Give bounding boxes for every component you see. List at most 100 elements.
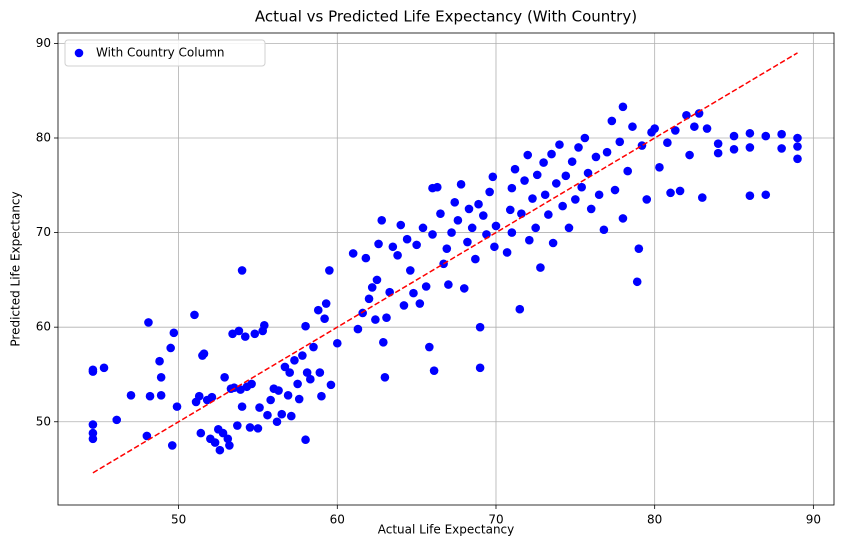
scatter-point <box>528 194 537 203</box>
scatter-point <box>490 242 499 252</box>
scatter-point <box>510 164 520 174</box>
scatter-point <box>474 199 483 209</box>
scatter-point <box>655 163 664 172</box>
scatter-point <box>618 214 628 223</box>
scatter-point <box>306 374 315 384</box>
scatter-point <box>637 141 647 150</box>
scatter-point <box>713 139 723 148</box>
scatter-point <box>591 152 601 162</box>
scatter-point <box>223 434 233 444</box>
y-tick-label: 60 <box>36 320 51 334</box>
scatter-point <box>377 215 387 225</box>
legend-marker <box>74 48 84 58</box>
scatter-point <box>615 137 625 147</box>
scatter-point <box>642 195 652 204</box>
scatter-point <box>272 417 282 427</box>
scatter-point <box>326 380 336 390</box>
scatter-point <box>382 313 391 323</box>
scatter-point <box>525 235 534 245</box>
scatter-point <box>302 368 312 377</box>
scatter-point <box>555 140 564 149</box>
scatter-point <box>456 180 466 189</box>
scatter-point <box>393 250 402 260</box>
scatter-point <box>169 328 179 338</box>
scatter-point <box>247 379 256 389</box>
scatter-point <box>425 342 434 352</box>
scatter-point <box>610 185 620 195</box>
scatter-point <box>450 198 460 207</box>
scatter-point <box>418 223 428 233</box>
scatter-point <box>507 183 517 193</box>
scatter-point <box>682 110 691 120</box>
scatter-point <box>567 157 577 166</box>
scatter-point <box>761 131 771 141</box>
scatter-point <box>298 351 307 360</box>
scatter-point <box>286 411 296 421</box>
scatter-point <box>558 201 567 211</box>
scatter-point <box>421 282 431 291</box>
scatter-point <box>547 149 556 159</box>
scatter-point <box>539 158 548 167</box>
scatter-point <box>532 170 542 180</box>
x-tick-label: 60 <box>330 513 345 527</box>
scatter-point <box>361 253 371 263</box>
scatter-point <box>671 126 680 135</box>
scatter-point <box>207 392 217 402</box>
scatter-point <box>380 373 390 382</box>
scatter-point <box>471 254 480 264</box>
scatter-point <box>237 402 247 411</box>
scatter-point <box>444 280 453 289</box>
scatter-point <box>145 391 155 401</box>
scatter-point <box>713 148 723 158</box>
scatter-point <box>793 133 802 143</box>
scatter-point <box>156 373 166 382</box>
scatter-point <box>293 379 302 389</box>
scatter-point <box>628 122 637 131</box>
scatter-point <box>309 342 318 352</box>
scatter-point <box>371 315 380 324</box>
scatter-point <box>520 176 529 185</box>
scatter-point <box>729 145 739 154</box>
scatter-point <box>729 131 739 141</box>
scatter-point <box>564 223 574 233</box>
scatter-point <box>580 133 590 143</box>
scatter-point <box>432 182 442 192</box>
scatter-point <box>586 204 596 214</box>
scatter-point <box>761 190 771 200</box>
scatter-point <box>399 301 409 310</box>
scatter-point <box>250 329 260 339</box>
scatter-point <box>415 299 425 308</box>
x-axis-label: Actual Life Expectancy <box>378 523 515 537</box>
scatter-point <box>233 421 242 430</box>
scatter-point <box>348 249 358 258</box>
scatter-point <box>99 363 109 373</box>
scatter-point <box>301 321 310 331</box>
scatter-point <box>367 283 377 292</box>
scatter-point <box>274 386 283 395</box>
scatter-point <box>372 275 382 285</box>
scatter-point <box>777 144 786 153</box>
scatter-point <box>237 266 247 275</box>
scatter-point <box>436 209 445 218</box>
scatter-point <box>353 324 363 334</box>
scatter-point <box>429 366 439 375</box>
scatter-point <box>485 187 494 197</box>
scatter-point <box>255 403 264 412</box>
y-tick-label: 90 <box>36 36 51 50</box>
scatter-point <box>167 441 177 450</box>
scatter-point <box>88 365 98 375</box>
scatter-point <box>253 424 263 433</box>
scatter-point <box>234 326 244 336</box>
scatter-point <box>475 322 485 332</box>
scatter-point <box>623 166 633 176</box>
scatter-point <box>675 186 685 196</box>
y-tick-label: 50 <box>36 414 51 428</box>
y-tick-label: 80 <box>36 130 51 144</box>
scatter-point <box>409 288 418 298</box>
scatter-point <box>259 320 269 330</box>
scatter-point <box>88 434 98 444</box>
scatter-point <box>632 277 642 287</box>
scatter-point <box>663 138 672 148</box>
scatter-point <box>594 190 604 200</box>
scatter-point <box>285 368 294 377</box>
